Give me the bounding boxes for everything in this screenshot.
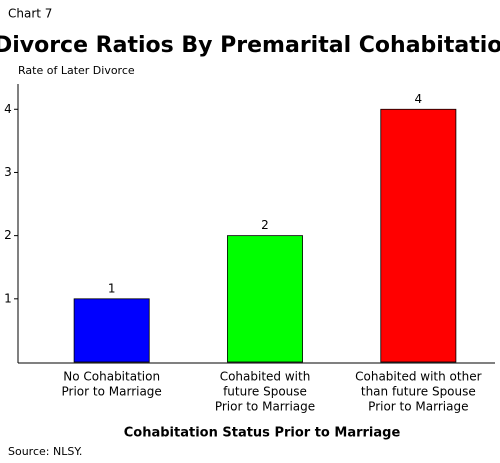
value-label: 1 <box>108 281 116 295</box>
value-label: 4 <box>415 92 423 106</box>
x-tick-label: Cohabited with other <box>355 370 481 384</box>
bar <box>73 298 150 363</box>
x-tick-label: Prior to Marriage <box>368 400 468 414</box>
chart-title: Divorce Ratios By Premarital Cohabitatio… <box>0 33 500 58</box>
y-axis-label: Rate of Later Divorce <box>18 64 135 77</box>
x-tick-label: future Spouse <box>223 385 307 399</box>
x-tick-label: than future Spouse <box>361 385 476 399</box>
source: Source: NLSY. <box>8 445 82 458</box>
y-tick-label: 2 <box>4 228 12 242</box>
bar <box>227 235 303 363</box>
chart-label: Chart 7 <box>8 7 52 21</box>
y-tick-label: 3 <box>4 165 12 179</box>
bar <box>380 108 457 363</box>
x-tick-label: No Cohabitation <box>63 370 160 384</box>
x-tick-label: Prior to Marriage <box>62 385 162 399</box>
x-tick-label: Cohabited with <box>220 370 311 384</box>
y-tick-label: 1 <box>4 291 12 305</box>
y-tick-label: 4 <box>4 102 12 116</box>
x-axis-label: Cohabitation Status Prior to Marriage <box>124 426 401 441</box>
value-label: 2 <box>261 218 269 232</box>
x-tick-label: Prior to Marriage <box>215 400 315 414</box>
